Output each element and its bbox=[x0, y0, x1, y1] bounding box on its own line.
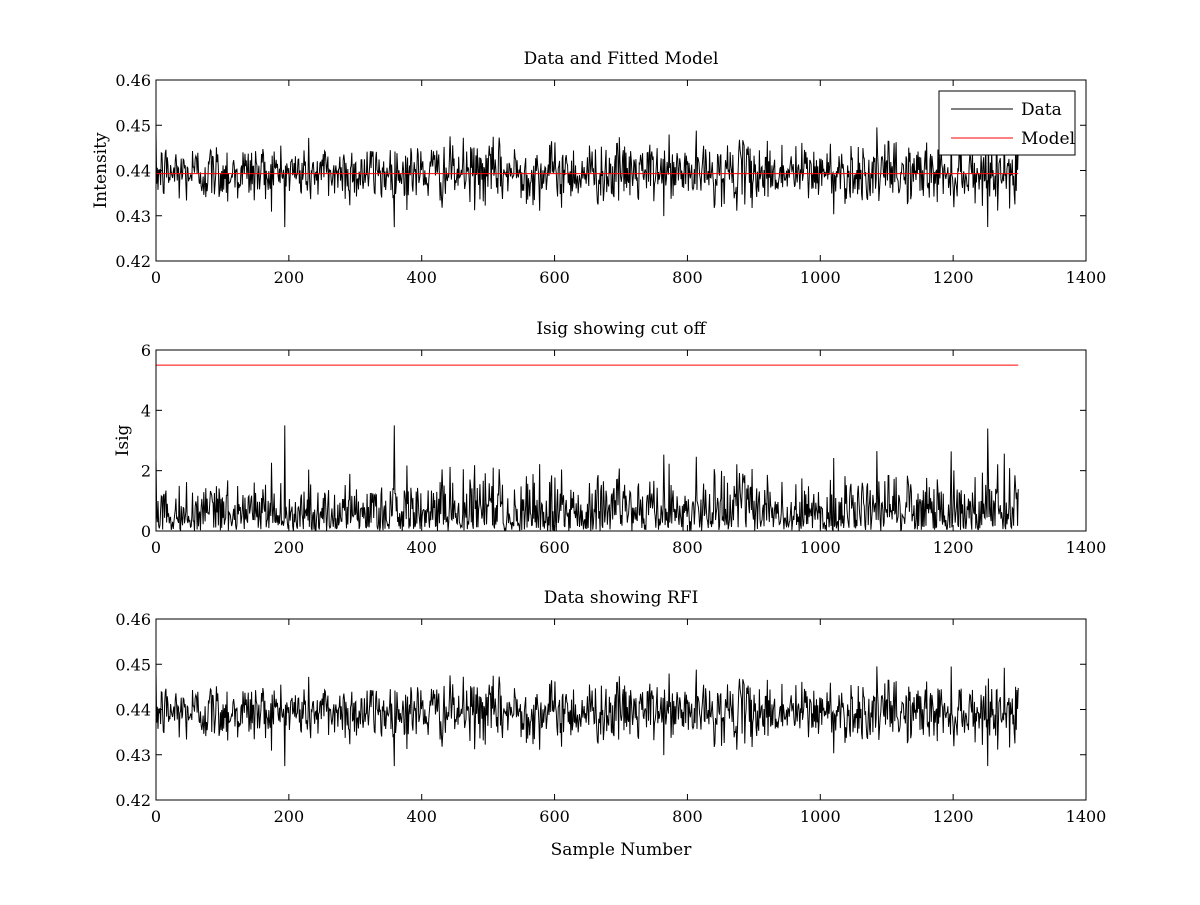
legend: Data Model bbox=[938, 90, 1076, 156]
y-tick-label: 0.43 bbox=[115, 207, 151, 226]
x-tick-label: 600 bbox=[539, 268, 570, 287]
subplot-isig: 0 200 400 600 800 1000 1200 1400 0 2 4 6 Isig showin… bbox=[113, 319, 1106, 557]
x-tick-label: 800 bbox=[672, 807, 703, 826]
x-tick-label: 600 bbox=[539, 538, 570, 557]
y-tick-label: 0 bbox=[141, 522, 151, 541]
x-tick-label: 0 bbox=[151, 807, 161, 826]
x-tick-label: 1000 bbox=[800, 538, 841, 557]
y-tick-label: 0.46 bbox=[115, 610, 151, 629]
x-tick-label: 800 bbox=[672, 538, 703, 557]
x-tick-label: 200 bbox=[274, 268, 305, 287]
data-line bbox=[156, 127, 1019, 228]
legend-box bbox=[938, 90, 1076, 156]
y-axis-label: Intensity bbox=[91, 132, 111, 208]
y-tick-label: 0.43 bbox=[115, 746, 151, 765]
x-tick-label: 400 bbox=[406, 807, 437, 826]
x-axis-label: Sample Number bbox=[551, 840, 693, 860]
x-tick-label: 1400 bbox=[1066, 268, 1107, 287]
x-tick-label: 1200 bbox=[933, 538, 974, 557]
subplot-title: Isig showing cut off bbox=[536, 319, 707, 339]
x-tick-label: 1000 bbox=[800, 807, 841, 826]
x-tick-label: 1400 bbox=[1066, 538, 1107, 557]
x-tick-label: 0 bbox=[151, 268, 161, 287]
y-tick-label: 0.45 bbox=[115, 655, 151, 674]
legend-label-data: Data bbox=[1021, 100, 1062, 120]
x-tick-label: 800 bbox=[672, 268, 703, 287]
x-tick-label: 200 bbox=[274, 807, 305, 826]
y-tick-label: 6 bbox=[141, 341, 151, 360]
subplot-rfi: 0 200 400 600 800 1000 1200 1400 0.42 0.43 0.44 0.4… bbox=[115, 588, 1106, 860]
x-tick-label: 400 bbox=[406, 538, 437, 557]
y-tick-label: 0.46 bbox=[115, 71, 151, 90]
x-tick-label: 1000 bbox=[800, 268, 841, 287]
x-tick-label: 1200 bbox=[933, 807, 974, 826]
y-tick-label: 0.45 bbox=[115, 116, 151, 135]
axes-box bbox=[155, 349, 1087, 532]
x-tick-label: 200 bbox=[274, 538, 305, 557]
y-tick-label: 0.44 bbox=[115, 701, 151, 720]
subplot-title: Data showing RFI bbox=[544, 588, 699, 608]
y-tick-label: 2 bbox=[141, 462, 151, 481]
y-tick-label: 4 bbox=[141, 401, 151, 420]
subplot-title: Data and Fitted Model bbox=[524, 49, 719, 69]
x-tick-label: 600 bbox=[539, 807, 570, 826]
signal-line bbox=[156, 425, 1019, 531]
y-tick-label: 0.42 bbox=[115, 252, 151, 271]
x-tick-label: 400 bbox=[406, 268, 437, 287]
y-tick-label: 0.44 bbox=[115, 162, 151, 181]
subplot-data-and-model: 0 200 400 600 800 1000 1200 1400 0.42 0.43 0.44 0.4… bbox=[91, 49, 1106, 287]
x-tick-label: 1200 bbox=[933, 268, 974, 287]
x-tick-label: 0 bbox=[151, 538, 161, 557]
signal-line bbox=[156, 666, 1019, 767]
legend-label-model: Model bbox=[1021, 129, 1075, 149]
x-tick-label: 1400 bbox=[1066, 807, 1107, 826]
y-tick-label: 0.42 bbox=[115, 791, 151, 810]
y-axis-label: Isig bbox=[113, 425, 133, 457]
